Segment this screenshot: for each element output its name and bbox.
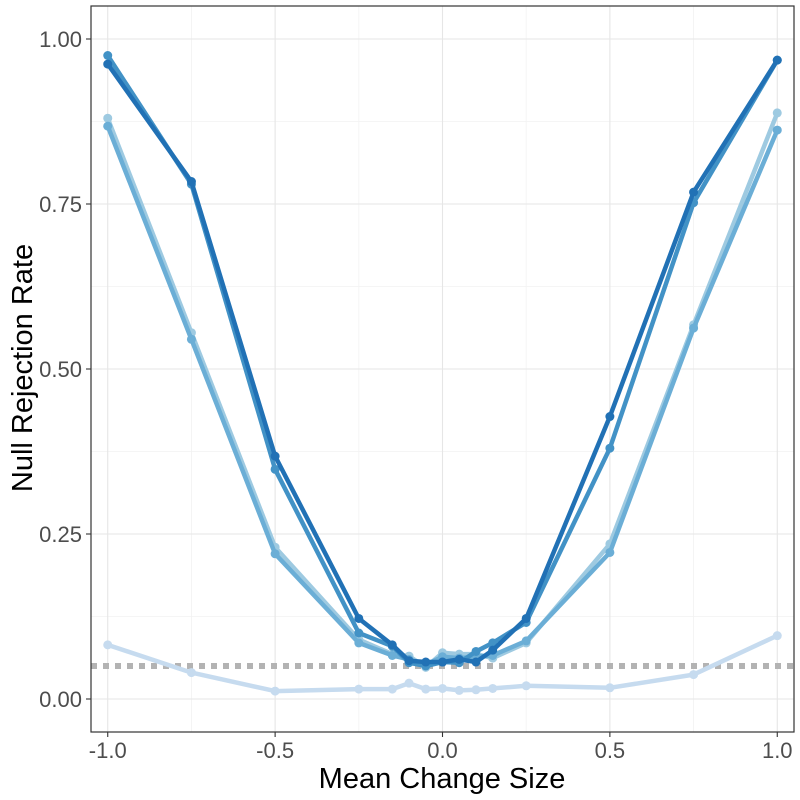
data-point [605, 683, 615, 693]
data-point [488, 683, 498, 693]
data-point [689, 187, 699, 197]
data-point [689, 323, 699, 333]
series-5 [103, 55, 782, 667]
data-point [354, 628, 364, 638]
data-point [689, 670, 699, 680]
data-point [270, 451, 280, 461]
y-tick-label: 0.50 [39, 357, 82, 382]
data-point [471, 657, 481, 667]
data-point [438, 657, 447, 667]
data-point [404, 678, 414, 688]
data-point [471, 646, 481, 656]
data-point [354, 638, 364, 648]
data-point [103, 640, 113, 650]
data-point [354, 613, 364, 623]
data-point [521, 613, 531, 623]
data-point [521, 681, 531, 691]
data-point [270, 686, 280, 696]
data-point [488, 645, 498, 655]
data-point [186, 334, 196, 344]
series-layer [103, 51, 782, 696]
data-point [387, 640, 397, 650]
data-point [471, 685, 481, 695]
x-axis: -1.0 -0.5 0.0 0.5 1.0 [89, 732, 793, 763]
data-point [354, 684, 364, 694]
x-tick-label: -0.5 [256, 738, 294, 763]
y-axis: 0.00 0.25 0.50 0.75 1.00 [39, 27, 91, 712]
data-point [103, 51, 113, 60]
data-point [387, 650, 397, 660]
y-tick-label: 1.00 [39, 27, 82, 52]
data-point [454, 654, 464, 664]
data-point [438, 683, 447, 693]
x-tick-label: 0.5 [595, 738, 626, 763]
data-point [387, 684, 397, 694]
data-point [270, 549, 280, 559]
grid [91, 6, 794, 732]
x-tick-label: -1.0 [89, 738, 127, 763]
data-point [605, 443, 615, 453]
data-point [772, 55, 782, 65]
data-point [772, 108, 782, 118]
data-point [103, 121, 113, 131]
y-tick-label: 0.75 [39, 192, 82, 217]
data-point [605, 412, 615, 422]
y-tick-label: 0.00 [39, 687, 82, 712]
data-point [772, 631, 782, 641]
y-axis-title: Null Rejection Rate [7, 244, 39, 492]
y-tick-label: 0.25 [39, 522, 82, 547]
data-point [772, 125, 782, 135]
data-point [186, 177, 196, 187]
series-1 [103, 631, 782, 696]
data-point [454, 685, 464, 695]
data-point [521, 636, 531, 646]
data-point [186, 668, 196, 678]
data-point [270, 464, 280, 474]
data-point [103, 113, 113, 123]
x-tick-label: 0.0 [427, 738, 458, 763]
data-point [103, 59, 113, 69]
data-point [421, 657, 431, 667]
data-point [421, 684, 431, 694]
data-point [404, 656, 414, 666]
data-point [605, 547, 615, 557]
x-axis-title: Mean Change Size [319, 763, 566, 795]
x-tick-label: 1.0 [762, 738, 793, 763]
